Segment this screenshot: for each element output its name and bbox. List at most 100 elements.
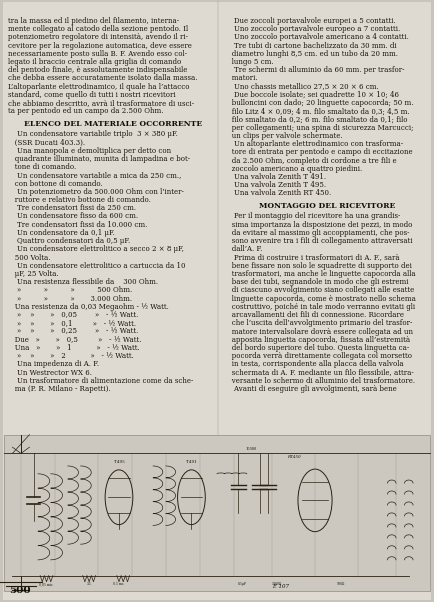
Text: (SSR Ducati 403.3).: (SSR Ducati 403.3). <box>8 138 85 146</box>
Text: »          »          »       3.000 Ohm.: » » » 3.000 Ohm. <box>8 294 132 303</box>
Text: matore intervalsolare dovrà essere collegata ad un: matore intervalsolare dovrà essere colle… <box>225 327 413 335</box>
Text: che debba essere accuratamente isolato dalla massa.: che debba essere accuratamente isolato d… <box>8 75 197 82</box>
Text: mente collegato al catodo della sezione pentodo. Il: mente collegato al catodo della sezione … <box>8 25 188 33</box>
Text: lungo 5 cm.: lungo 5 cm. <box>225 58 273 66</box>
Text: per collegamenti; una spina di sicurezza Marcucci;: per collegamenti; una spina di sicurezza… <box>225 123 413 132</box>
Text: »          »          »          500 Ohm.: » » » 500 Ohm. <box>8 287 132 294</box>
Text: linguette capocorda, come è mostrato nello schema: linguette capocorda, come è mostrato nel… <box>225 294 416 303</box>
Text: »    »       »   0,05        »   - ½ Watt.: » » » 0,05 » - ½ Watt. <box>8 311 138 319</box>
Text: »    »       »   2           »   - ½ Watt.: » » » 2 » - ½ Watt. <box>8 352 134 360</box>
Text: Due   »       »   0,5         »   - ½ Watt.: Due » » 0,5 » - ½ Watt. <box>8 336 141 344</box>
Text: bene fissare non solo le squadrette di supporto dei: bene fissare non solo le squadrette di s… <box>225 262 412 270</box>
Text: Una valvola Zenith RT 450.: Una valvola Zenith RT 450. <box>225 190 331 197</box>
Text: apposita linguetta capocorda, fissata all’estremità: apposita linguetta capocorda, fissata al… <box>225 336 410 344</box>
Text: ta per pentodo ed un campo da 2.500 Ohm.: ta per pentodo ed un campo da 2.500 Ohm. <box>8 107 163 115</box>
Text: del bordo superiore del tubo. Questa linguetta ca-: del bordo superiore del tubo. Questa lin… <box>225 344 409 352</box>
Text: quadrante illuminato, munita di lampadina e bot-: quadrante illuminato, munita di lampadin… <box>8 155 190 163</box>
Text: ELENCO DEL MATERIALE OCCORRENTE: ELENCO DEL MATERIALE OCCORRENTE <box>24 120 202 128</box>
Text: del pentodo finale, è assolutamente indispensabile: del pentodo finale, è assolutamente indi… <box>8 66 187 74</box>
Text: tone di comando.: tone di comando. <box>8 163 76 171</box>
Text: matori.: matori. <box>225 75 257 82</box>
Text: Tre schermi di alluminio da 60 mm. per trasfor-: Tre schermi di alluminio da 60 mm. per t… <box>225 66 404 74</box>
Text: ma (P. R. Milano - Rapetti).: ma (P. R. Milano - Rapetti). <box>8 385 110 393</box>
Text: Una valvola Zenith T 491.: Una valvola Zenith T 491. <box>225 173 326 181</box>
Text: di ciascuno avvolgimento siano collegati alle esatte: di ciascuno avvolgimento siano collegati… <box>225 287 414 294</box>
Text: Una   »       »   1           »   - ½ Watt.: Una » » 1 » - ½ Watt. <box>8 344 140 352</box>
Text: Due boccole isolate; sei quadrette 10 × 10; 46: Due boccole isolate; sei quadrette 10 × … <box>225 91 399 99</box>
Text: F. 107: F. 107 <box>273 584 289 589</box>
Text: cevitore per la regolazione automatica, deve essere: cevitore per la regolazione automatica, … <box>8 42 192 49</box>
Text: Tre condensatori fissi da 10.000 cm.: Tre condensatori fissi da 10.000 cm. <box>8 221 147 229</box>
Text: dall’A. F.: dall’A. F. <box>225 245 262 253</box>
Text: 500 Volta.: 500 Volta. <box>8 253 50 261</box>
Text: un clips per valvole schermate.: un clips per valvole schermate. <box>225 132 342 140</box>
Text: T495: T495 <box>114 461 125 464</box>
Text: in testa, corrispondente alla placca della valvola: in testa, corrispondente alla placca del… <box>225 361 404 368</box>
Text: Una impedenza di A. F.: Una impedenza di A. F. <box>8 361 99 368</box>
Text: Un condensatore variabile a mica da 250 cm.,: Un condensatore variabile a mica da 250 … <box>8 172 181 179</box>
Text: Tre condensatori fissi da 250 cm.: Tre condensatori fissi da 250 cm. <box>8 204 136 213</box>
Text: »    »       »   0,1         »   - ½ Watt.: » » » 0,1 » - ½ Watt. <box>8 319 136 327</box>
FancyBboxPatch shape <box>3 2 431 600</box>
Text: 3000Ω: 3000Ω <box>272 582 282 586</box>
Text: da evitare al massimo gli accoppiamenti, che pos-: da evitare al massimo gli accoppiamenti,… <box>225 229 409 237</box>
Text: tra la massa ed il piedino del filamento, interna-: tra la massa ed il piedino del filamento… <box>8 17 179 25</box>
Text: pocorda verrà direttamente collegata col morsetto: pocorda verrà direttamente collegata col… <box>225 352 412 360</box>
Text: Un potenziometro da 500.000 Ohm con l’inter-: Un potenziometro da 500.000 Ohm con l’in… <box>8 188 184 196</box>
Text: L’altoparlante elettrodinamico, il quale ha l’attacco: L’altoparlante elettrodinamico, il quale… <box>8 82 189 90</box>
Text: 0.5μF: 0.5μF <box>238 582 247 586</box>
Text: »    »       »   0,25        »   - ½ Watt.: » » » 0,25 » - ½ Watt. <box>8 327 138 335</box>
Text: 10000: 10000 <box>246 447 257 452</box>
Text: Un condensatore fisso da 600 cm.: Un condensatore fisso da 600 cm. <box>8 213 138 220</box>
Text: schermata di A. F. mediante un filo flessibile, attra-: schermata di A. F. mediante un filo fles… <box>225 368 414 377</box>
Text: Una resistenza da 0,03 Megaohm - ½ Watt.: Una resistenza da 0,03 Megaohm - ½ Watt. <box>8 303 169 311</box>
Text: diametro lunghi 8,5 cm. ed un tubo da 20 mm.: diametro lunghi 8,5 cm. ed un tubo da 20… <box>225 50 398 58</box>
Text: sima importanza la disposizione dei pezzi, in modo: sima importanza la disposizione dei pezz… <box>225 221 412 229</box>
Text: μF, 25 Volta.: μF, 25 Volta. <box>8 270 59 278</box>
Text: Un condensatore elettrolitico a cartuccia da 10: Un condensatore elettrolitico a cartucci… <box>8 262 185 270</box>
Text: costruttivo, poiché in tale modo verranno evitati gli: costruttivo, poiché in tale modo verrann… <box>225 303 415 311</box>
Text: versante lo schermo di alluminio del trasformatore.: versante lo schermo di alluminio del tra… <box>225 377 415 385</box>
Text: potenziometro regolatore di intensità, avendo il ri-: potenziometro regolatore di intensità, a… <box>8 33 188 42</box>
Text: legato il braccio centrale alla griglia di comando: legato il braccio centrale alla griglia … <box>8 58 181 66</box>
Text: Un Westrector WX 6.: Un Westrector WX 6. <box>8 368 92 377</box>
Text: tore di entrata per pentodo e campo di eccitazione: tore di entrata per pentodo e campo di e… <box>225 148 412 157</box>
Text: Uno zoccolo portavalvole europeo a 7 contatti.: Uno zoccolo portavalvole europeo a 7 con… <box>225 25 400 33</box>
Text: bulloncini con dado; 20 linguette capocorda; 50 m.: bulloncini con dado; 20 linguette capoco… <box>225 99 413 107</box>
Text: che abbiamo descritto, avrà il trasformatore di usci-: che abbiamo descritto, avrà il trasforma… <box>8 99 194 107</box>
Text: ruttore e relativo bottone di comando.: ruttore e relativo bottone di comando. <box>8 196 151 204</box>
Text: 0.5 mc.: 0.5 mc. <box>113 582 125 586</box>
Text: Uno chassis metallico 27,5 × 20 × 6 cm.: Uno chassis metallico 27,5 × 20 × 6 cm. <box>225 82 378 90</box>
Text: sono avvenire tra i fili di collegamento attraversati: sono avvenire tra i fili di collegamento… <box>225 237 412 245</box>
Text: Un condensatore variabile triplo  3 × 380 μF.: Un condensatore variabile triplo 3 × 380… <box>8 130 178 138</box>
Text: 3.5: 3.5 <box>87 582 92 586</box>
Text: Due zoccoli portavalvole europei a 5 contatti.: Due zoccoli portavalvole europei a 5 con… <box>225 17 395 25</box>
Text: Un altoparlante elettrodinamico con trasforma-: Un altoparlante elettrodinamico con tras… <box>225 140 403 148</box>
FancyBboxPatch shape <box>4 435 430 591</box>
Text: 0,05 mic.: 0,05 mic. <box>39 582 54 586</box>
Text: Un trasformatore di alimentazione come da sche-: Un trasformatore di alimentazione come d… <box>8 377 193 385</box>
Text: Una resistenza flessibile da    300 Ohm.: Una resistenza flessibile da 300 Ohm. <box>8 278 158 286</box>
Text: Un condensatore elettrolitico a secco 2 × 8 μF,: Un condensatore elettrolitico a secco 2 … <box>8 245 184 253</box>
Text: necessariamente posto sulla B. F. Avendo esso col-: necessariamente posto sulla B. F. Avendo… <box>8 50 187 58</box>
Text: Un condensatore da 0,1 μF.: Un condensatore da 0,1 μF. <box>8 229 115 237</box>
Text: Per il montaggio del ricevitore ha una grandis-: Per il montaggio del ricevitore ha una g… <box>225 213 400 220</box>
Text: standard, come quello di tutti i nostri ricevitori: standard, come quello di tutti i nostri … <box>8 91 175 99</box>
Text: Quattro condensatori da 0,5 μF.: Quattro condensatori da 0,5 μF. <box>8 237 130 245</box>
Text: filo smaltato da 0,2; 6 m. filo smaltato da 0,1; filo: filo smaltato da 0,2; 6 m. filo smaltato… <box>225 116 408 123</box>
Text: MONTAGGIO DEL RICEVITORE: MONTAGGIO DEL RICEVITORE <box>259 202 395 209</box>
Text: T491: T491 <box>186 461 197 464</box>
Text: Una valvola Zenith T 495.: Una valvola Zenith T 495. <box>225 181 326 189</box>
Text: Tre tubi di cartone bachelizzato da 30 mm. di: Tre tubi di cartone bachelizzato da 30 m… <box>225 42 396 49</box>
Text: 500: 500 <box>10 586 31 595</box>
Text: da 2.500 Ohm, completo di cordone a tre fili e: da 2.500 Ohm, completo di cordone a tre … <box>225 157 396 164</box>
Text: Prima di costruire i trasformatori di A. F., sarà: Prima di costruire i trasformatori di A.… <box>225 253 399 261</box>
Text: che l’uscita dell’avvolgimento primario del trasfor-: che l’uscita dell’avvolgimento primario … <box>225 319 412 327</box>
Text: Uno zoccolo portavalvole americano a 4 contatti.: Uno zoccolo portavalvole americano a 4 c… <box>225 33 409 42</box>
Text: trasformatori, ma anche le linguette capocorda alla: trasformatori, ma anche le linguette cap… <box>225 270 415 278</box>
Text: zoccolo americano a quattro piedini.: zoccolo americano a quattro piedini. <box>225 165 362 173</box>
Text: filo Litz 4 × 0,09; 4 m. filo smaltato da 0,3; 4,5 m.: filo Litz 4 × 0,09; 4 m. filo smaltato d… <box>225 107 409 115</box>
Text: 500Ω: 500Ω <box>336 582 345 586</box>
Text: Avanti di eseguire gli avvolgimenti, sarà bene: Avanti di eseguire gli avvolgimenti, sar… <box>225 385 397 393</box>
Text: con bottone di comando.: con bottone di comando. <box>8 179 102 188</box>
